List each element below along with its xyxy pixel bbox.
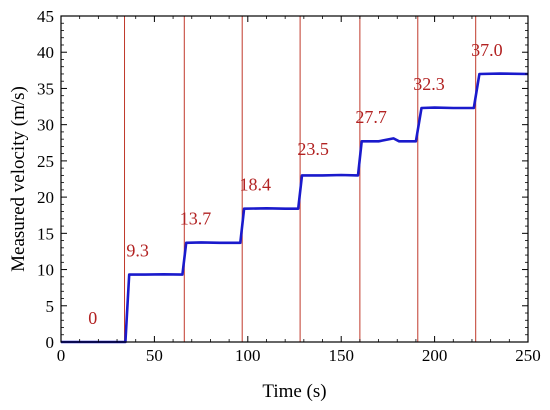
x-tick-label: 0 bbox=[57, 346, 66, 365]
velocity-series bbox=[61, 72, 529, 344]
x-axis-ticks: 0 50 100 150 200 250 bbox=[57, 16, 541, 365]
y-tick-label: 45 bbox=[37, 7, 54, 26]
x-tick-label: 250 bbox=[515, 346, 541, 365]
step-value-label: 32.3 bbox=[413, 74, 445, 94]
step-value-label: 9.3 bbox=[126, 241, 149, 261]
y-tick-label: 20 bbox=[37, 188, 54, 207]
step-value-label: 27.7 bbox=[355, 107, 387, 127]
step-value-label: 13.7 bbox=[180, 209, 212, 229]
y-tick-label: 10 bbox=[37, 261, 54, 280]
step-value-label: 23.5 bbox=[297, 139, 329, 159]
step-value-label: 18.4 bbox=[240, 175, 272, 195]
velocity-line bbox=[61, 72, 529, 344]
x-axis-title: Time (s) bbox=[262, 381, 326, 402]
y-tick-label: 35 bbox=[37, 79, 54, 98]
x-tick-label: 200 bbox=[422, 346, 448, 365]
x-tick-label: 100 bbox=[235, 346, 261, 365]
x-tick-label: 50 bbox=[146, 346, 163, 365]
y-axis-title: Measured velocity (m/s) bbox=[8, 86, 29, 272]
y-tick-label: 15 bbox=[37, 224, 54, 243]
step-marker-lines bbox=[124, 16, 477, 342]
step-value-label: 37.0 bbox=[471, 40, 503, 60]
y-tick-label: 5 bbox=[46, 297, 55, 316]
y-axis-ticks: 0 5 10 15 20 25 30 35 40 45 bbox=[37, 7, 528, 352]
step-value-label: 0 bbox=[88, 308, 97, 328]
x-tick-label: 150 bbox=[328, 346, 354, 365]
y-tick-label: 30 bbox=[37, 116, 54, 135]
y-tick-label: 0 bbox=[46, 333, 55, 352]
step-value-labels: 0 9.3 13.7 18.4 23.5 27.7 32.3 37.0 bbox=[88, 40, 502, 328]
plot-frame bbox=[60, 15, 529, 343]
y-tick-label: 40 bbox=[37, 43, 54, 62]
y-tick-label: 25 bbox=[37, 152, 54, 171]
